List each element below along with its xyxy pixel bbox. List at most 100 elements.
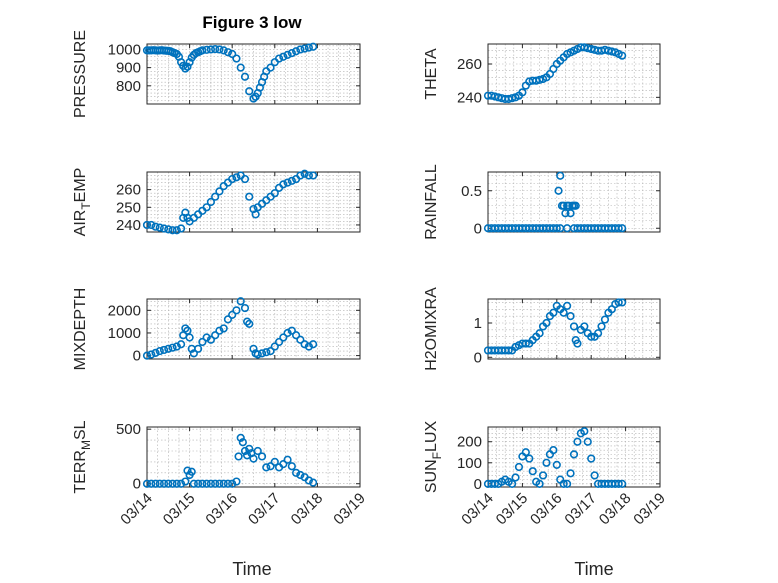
data-point	[296, 171, 305, 180]
data-point	[176, 340, 186, 349]
plot-frame	[487, 298, 661, 360]
data-point	[219, 46, 228, 55]
x-axis-label-left: Time	[232, 559, 271, 579]
y-tick-label: 0	[474, 476, 482, 493]
data-point	[219, 479, 228, 488]
x-tick-label: 03/15	[493, 490, 532, 529]
data-point	[183, 466, 192, 475]
data-point	[528, 467, 537, 476]
data-point	[198, 479, 207, 488]
y-tick-label: 0	[133, 348, 141, 365]
data-point	[535, 75, 544, 84]
data-point	[580, 322, 589, 331]
data-point	[300, 44, 309, 53]
data-point	[279, 180, 288, 189]
data-point	[304, 342, 313, 351]
data-point	[287, 176, 296, 185]
data-point	[279, 333, 288, 342]
data-point	[300, 169, 309, 178]
data-point	[561, 209, 570, 218]
data-point	[521, 448, 530, 457]
data-point	[279, 459, 288, 469]
data-point	[155, 346, 164, 356]
data-point	[238, 438, 247, 447]
data-point	[279, 52, 288, 61]
y-axis-label: MIXDEPTH	[72, 288, 89, 371]
plot-area	[146, 426, 361, 488]
data-point	[292, 468, 301, 477]
data-point	[249, 454, 258, 463]
data-point	[304, 171, 313, 180]
x-tick-label: 03/19	[330, 490, 369, 529]
data-point	[593, 329, 603, 338]
data-point	[262, 348, 271, 357]
data-point	[566, 312, 575, 321]
data-point	[155, 479, 164, 488]
data-point	[215, 187, 224, 196]
plot-area	[146, 171, 361, 233]
y-axis-label: TERRMSL	[72, 420, 93, 493]
data-point	[296, 470, 305, 480]
data-point	[287, 48, 296, 58]
data-point	[549, 308, 558, 317]
data-point	[274, 54, 284, 63]
data-point	[206, 197, 215, 207]
data-point	[559, 201, 568, 210]
data-point	[571, 201, 580, 210]
data-point	[521, 339, 530, 348]
subplot-7: 0 500 03/14 03/15 03/16 03/17 03/18 03/19 TERRMS…	[72, 420, 369, 528]
subplot-5: 0 1000 2000 MIXDEPTH	[72, 288, 361, 371]
data-point	[232, 477, 241, 486]
data-point	[147, 479, 156, 488]
x-tick-label: 03/16	[202, 490, 241, 529]
plot-frame	[487, 43, 661, 105]
y-tick-label: 260	[457, 56, 482, 73]
data-point	[172, 479, 181, 488]
data-point	[554, 186, 563, 195]
data-point	[142, 479, 152, 488]
data-point	[194, 344, 203, 353]
data-point	[292, 331, 301, 340]
data-point	[206, 335, 215, 344]
data-point	[253, 350, 262, 359]
data-point	[292, 47, 301, 56]
data-point	[147, 350, 156, 359]
y-tick-label: 0	[474, 220, 482, 237]
data-point	[283, 328, 292, 338]
data-point	[236, 63, 245, 72]
data-point	[228, 479, 237, 488]
data-point	[552, 224, 561, 233]
data-point	[181, 64, 190, 73]
data-point	[206, 479, 215, 488]
data-point	[181, 324, 190, 333]
data-point	[287, 326, 296, 335]
data-point	[187, 467, 196, 476]
data-point	[215, 45, 224, 54]
x-tick-label: 03/14	[117, 490, 156, 529]
y-axis-label: PRESSURE	[72, 30, 89, 118]
y-tick-label: 1	[474, 315, 482, 332]
data-point	[211, 331, 220, 340]
y-tick-label: 0.5	[461, 183, 482, 200]
data-point	[569, 450, 579, 459]
data-point	[618, 298, 627, 307]
data-point	[274, 337, 284, 347]
data-point	[490, 479, 499, 488]
data-point	[198, 46, 207, 55]
data-point	[211, 479, 220, 488]
data-point	[597, 322, 606, 331]
y-tick-label: 240	[116, 217, 141, 234]
y-tick-label: 200	[457, 434, 482, 451]
data-point	[211, 44, 220, 54]
data-point	[249, 344, 258, 353]
y-tick-label: 1000	[108, 325, 141, 342]
data-point	[511, 473, 520, 482]
data-point	[559, 479, 568, 488]
data-point	[552, 460, 561, 469]
data-point	[270, 189, 279, 198]
data-point	[262, 463, 271, 472]
data-point	[580, 427, 589, 436]
